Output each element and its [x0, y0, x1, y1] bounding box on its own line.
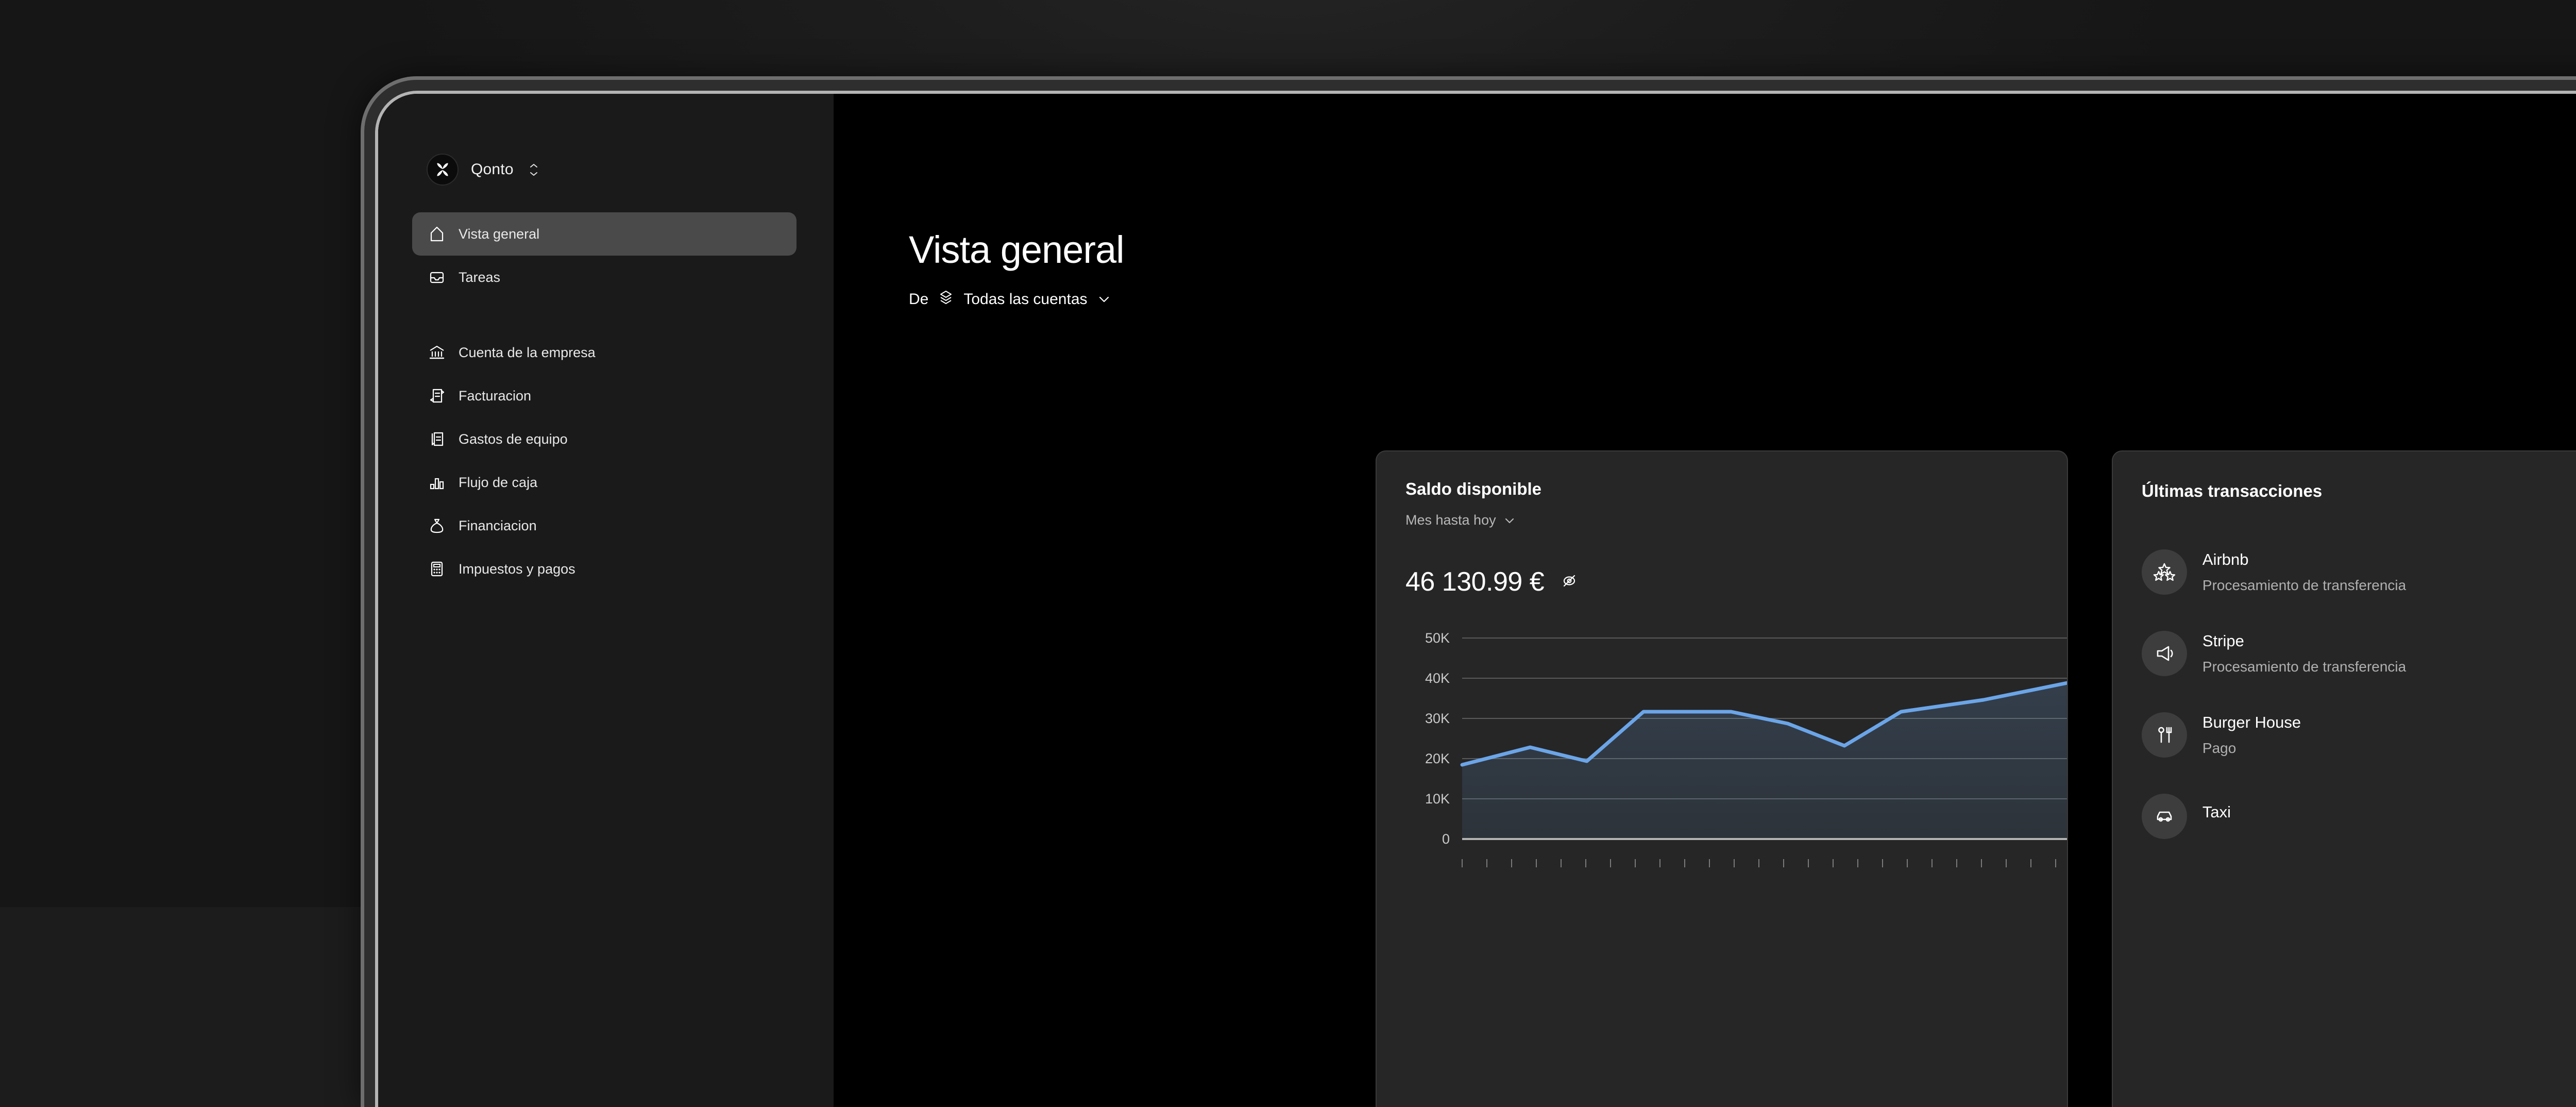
car-icon — [2142, 794, 2187, 839]
svg-text:40K: 40K — [1425, 670, 1450, 686]
transaction-name: Airbnb — [2202, 550, 2249, 569]
home-icon — [427, 224, 447, 244]
sidebar-item-label: Tareas — [459, 270, 500, 286]
sidebar-item-label: Cuenta de la empresa — [459, 345, 596, 361]
transactions-card-title: Últimas transacciones — [2142, 481, 2322, 501]
chevron-down-icon — [1503, 512, 1516, 528]
transactions-card: Últimas transacciones — [2112, 450, 2576, 1107]
transaction-body: Taxi -35,00 € — [2202, 803, 2576, 830]
sidebar-divider-gap — [412, 299, 796, 331]
tablet-screen: Qonto Vista general — [378, 94, 2576, 1107]
sidebar-item-label: Flujo de caja — [459, 475, 537, 491]
sidebar-item-flujo-de-caja[interactable]: Flujo de caja — [412, 461, 796, 504]
chart-svg: 50K 40K 30K 20K 10K 0 — [1405, 621, 2068, 879]
sidebar-item-facturacion[interactable]: Facturacion — [412, 374, 796, 417]
workspace-switcher[interactable]: Qonto — [378, 94, 834, 186]
stars-icon — [2142, 549, 2187, 595]
sidebar-item-vista-general[interactable]: Vista general — [412, 212, 796, 256]
sidebar-item-label: Vista general — [459, 226, 539, 242]
page-title: Vista general — [834, 94, 2576, 272]
transaction-name: Stripe — [2202, 632, 2244, 650]
tablet-inner-frame: Qonto Vista general — [375, 91, 2576, 1107]
y-axis-labels: 50K 40K 30K 20K 10K 0 — [1425, 630, 1450, 847]
svg-text:10K: 10K — [1425, 791, 1450, 807]
sidebar-item-label: Financiacion — [459, 518, 537, 534]
transaction-row[interactable]: Stripe -14,00 € — [2142, 613, 2576, 694]
money-bag-icon — [427, 515, 447, 536]
balance-card: Saldo disponible Mes hasta hoy 46 130.99… — [1376, 450, 2068, 1107]
receipt-icon — [427, 429, 447, 449]
eye-off-icon[interactable] — [1560, 571, 1579, 593]
main-content: Vista general De Todas las cuentas — [834, 94, 2576, 1107]
layers-icon — [938, 289, 954, 310]
account-filter-bar: De Todas las cuentas — [834, 272, 2576, 310]
sidebar-item-impuestos-y-pagos[interactable]: Impuestos y pagos — [412, 547, 796, 591]
svg-text:30K: 30K — [1425, 711, 1450, 726]
transaction-body: Burger House -32,00 € — [2202, 713, 2576, 757]
transactions-list: Airbnb -1.562,00 € — [2142, 531, 2576, 857]
period-label: Mes hasta hoy — [1405, 512, 1496, 528]
dashboard-cards-row: Saldo disponible Mes hasta hoy 46 130.99… — [1376, 450, 2576, 1107]
account-filter-value[interactable]: Todas las cuentas — [963, 291, 1087, 308]
transactions-card-header: Últimas transacciones — [2142, 479, 2576, 502]
transaction-row[interactable]: Airbnb -1.562,00 € — [2142, 531, 2576, 613]
transaction-subtitle: Pago — [2202, 740, 2236, 757]
chevron-up-down-icon — [529, 163, 538, 177]
sidebar-item-gastos-de-equipo[interactable]: Gastos de equipo — [412, 417, 796, 461]
transaction-name: Burger House — [2202, 713, 2301, 732]
filter-prefix-label: De — [909, 291, 928, 308]
transaction-body: Airbnb -1.562,00 € — [2202, 550, 2576, 594]
sidebar: Qonto Vista general — [378, 94, 834, 1107]
transaction-body: Stripe -14,00 € — [2202, 632, 2576, 675]
qonto-butterfly-logo — [427, 154, 459, 186]
invoice-icon — [427, 385, 447, 406]
balance-amount-row: 46 130.99 € — [1405, 566, 2067, 597]
megaphone-icon — [2142, 631, 2187, 676]
balance-card-title: Saldo disponible — [1405, 479, 2067, 499]
balance-amount: 46 130.99 € — [1405, 566, 1544, 597]
transaction-subtitle: Procesamiento de transferencia — [2202, 659, 2406, 675]
sidebar-item-tareas[interactable]: Tareas — [412, 256, 796, 299]
bank-icon — [427, 342, 447, 363]
bar-chart-icon — [427, 472, 447, 493]
period-selector[interactable]: Mes hasta hoy — [1405, 512, 2067, 528]
chevron-down-icon[interactable] — [1097, 291, 1111, 308]
sidebar-item-financiacion[interactable]: Financiacion — [412, 504, 796, 547]
svg-text:20K: 20K — [1425, 751, 1450, 766]
calculator-icon — [427, 559, 447, 579]
transaction-name: Taxi — [2202, 803, 2231, 821]
sidebar-nav: Vista general Tareas — [378, 212, 834, 591]
svg-text:0: 0 — [1442, 831, 1450, 847]
inbox-icon — [427, 267, 447, 288]
svg-text:50K: 50K — [1425, 630, 1450, 646]
x-axis-ticks — [1462, 859, 2068, 867]
transaction-row[interactable]: Burger House -32,00 € — [2142, 694, 2576, 776]
workspace-name: Qonto — [471, 161, 514, 178]
sidebar-item-label: Facturacion — [459, 388, 531, 404]
cutlery-icon — [2142, 712, 2187, 758]
transaction-subtitle: Procesamiento de transferencia — [2202, 577, 2406, 594]
transaction-row[interactable]: Taxi -35,00 € — [2142, 776, 2576, 857]
sidebar-item-label: Gastos de equipo — [459, 431, 568, 447]
sidebar-item-cuenta-de-la-empresa[interactable]: Cuenta de la empresa — [412, 331, 796, 374]
sidebar-item-label: Impuestos y pagos — [459, 561, 575, 577]
balance-area-chart: 50K 40K 30K 20K 10K 0 — [1405, 621, 2068, 879]
